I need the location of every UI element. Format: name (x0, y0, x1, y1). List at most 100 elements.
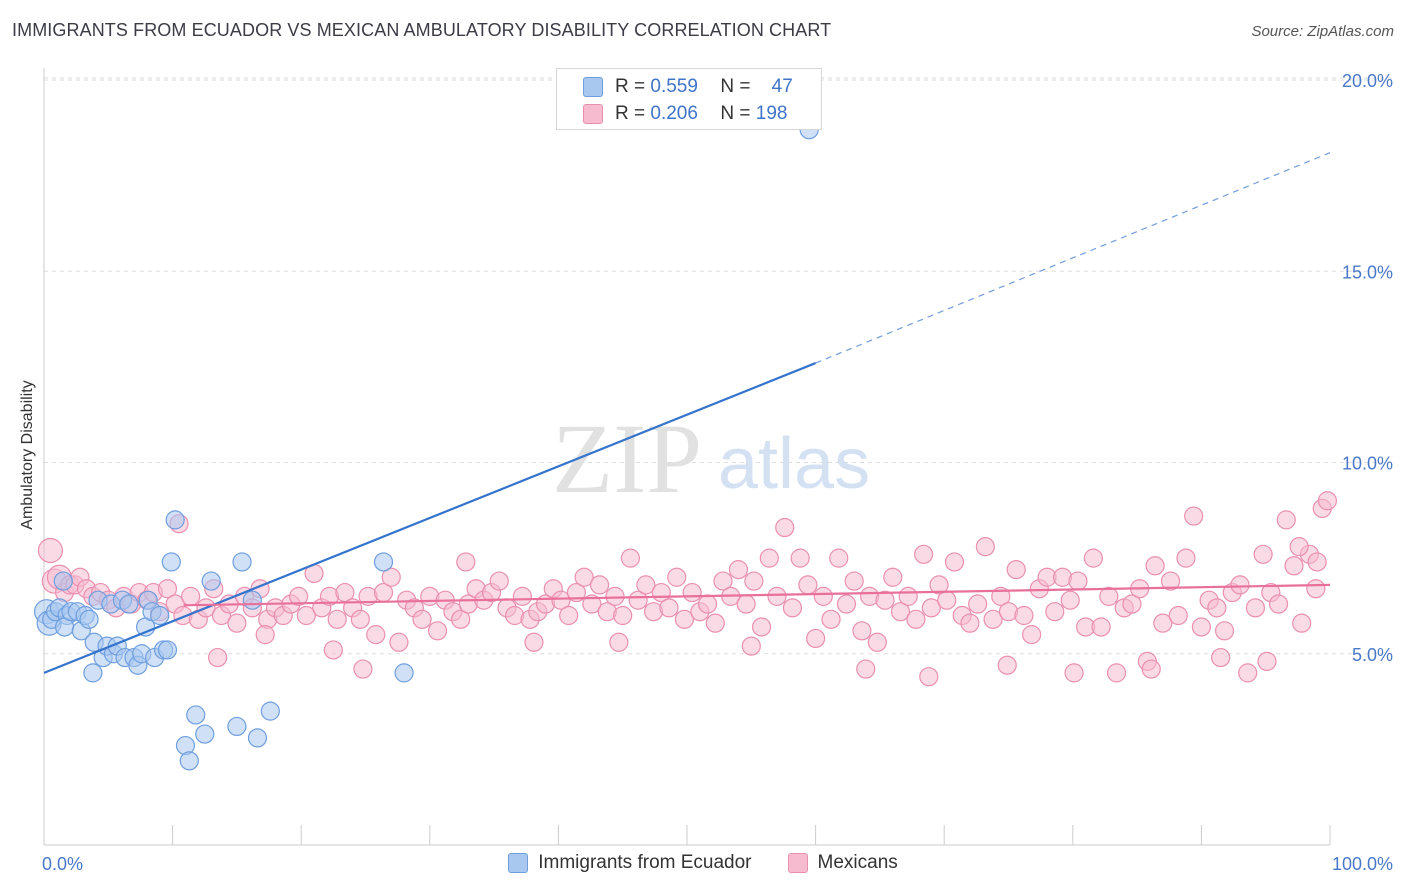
mexicans-point (844, 571, 864, 591)
mexicans-point (1184, 506, 1204, 526)
mexicans-points (37, 491, 1338, 687)
mexicans-point (937, 590, 957, 610)
mexicans-point (1141, 659, 1161, 679)
mexicans-point (1211, 647, 1231, 668)
y-tick-label: 10.0% (1342, 454, 1393, 474)
legend-r-label: R = (615, 103, 646, 124)
mexicans-point (1006, 559, 1026, 580)
mexicans-point (821, 609, 841, 629)
mexicans-swatch (787, 853, 808, 873)
ecuador-point (195, 724, 215, 744)
mexicans-point (790, 548, 810, 568)
mexicans-point (1083, 548, 1103, 568)
watermark-zip: ZIP (552, 403, 702, 514)
ecuador-point (157, 640, 178, 660)
mexicans-point (798, 575, 818, 595)
ecuador-point (179, 751, 199, 771)
mexicans-point (551, 590, 571, 610)
mexicans-point (1106, 663, 1127, 683)
ecuador-point (232, 552, 252, 572)
mexicans-point (659, 598, 679, 618)
mexicans-point (1238, 663, 1258, 683)
mexicans-point (582, 594, 602, 614)
mexicans-point (919, 667, 939, 687)
mexicans-point (512, 586, 532, 606)
mexicans-point (890, 602, 911, 622)
mexicans-point (227, 613, 247, 633)
mexicans-point (1160, 571, 1181, 591)
y-tick-labels: 5.0% 10.0% 15.0% 20.0% (1342, 71, 1393, 665)
series-legend: Immigrants from Ecuador Mexicans (0, 852, 1406, 874)
mexicans-point (1307, 552, 1327, 572)
mexicans-point (620, 548, 641, 568)
x-tick-label: 100.0% (1332, 854, 1393, 874)
mexicans-point (1153, 613, 1173, 633)
mexicans-point (960, 613, 980, 633)
mexicans-point (1317, 491, 1338, 511)
mexicans-point (682, 582, 702, 603)
mexicans-point (1014, 605, 1034, 626)
mexicans-point (1168, 605, 1188, 626)
mexicans-point (350, 609, 370, 629)
watermark: ZIP atlas (552, 403, 870, 514)
mexicans-point (589, 575, 610, 595)
mexicans-point (289, 586, 309, 606)
mexicans-point (906, 609, 926, 629)
y-tick-label: 15.0% (1342, 262, 1393, 282)
mexicans-point (1257, 651, 1277, 672)
ecuador-point (242, 590, 262, 610)
mexicans-point (1145, 556, 1165, 576)
legend-n-label: N = (720, 103, 751, 124)
mexicans-point (636, 575, 656, 595)
ecuador-point (79, 609, 99, 629)
mexicans-point (759, 548, 779, 568)
ecuador-point (201, 571, 221, 591)
ecuador-swatch (583, 77, 603, 97)
legend-r-value: 0.206 (650, 103, 698, 124)
ecuador-point (165, 510, 185, 530)
mexicans-point (609, 632, 629, 652)
mexicans-point (867, 632, 887, 652)
axes (43, 68, 1331, 846)
ecuador-trend-line (43, 362, 817, 674)
mexicans-point (741, 636, 761, 656)
mexicans-point (566, 582, 587, 603)
mexicans-point (728, 559, 749, 580)
mexicans-point (327, 609, 347, 629)
mexicans-point (1306, 579, 1326, 599)
mexicans-point (914, 544, 934, 564)
legend-row-mexicans: R = 0.206 N = 198 (583, 100, 787, 128)
mexicans-point (775, 517, 795, 538)
legend-n-label: N = (720, 76, 751, 97)
mexicans-point (456, 552, 476, 572)
ecuador-point (83, 663, 103, 683)
legend-item-mexicans[interactable]: Mexicans (787, 852, 898, 874)
mexicans-point (574, 567, 594, 587)
mexicans-point (898, 586, 918, 606)
mexicans-point (323, 640, 343, 660)
mexicans-point (157, 579, 178, 599)
x-tick-labels: 0.0% 100.0% (42, 854, 1393, 874)
mexicans-point (1045, 602, 1065, 622)
legend-label-mexicans: Mexicans (817, 852, 898, 873)
stats-legend: R = 0.559 N = 47 R = 0.206 N = 198 (556, 68, 822, 130)
mexicans-point (767, 586, 787, 606)
mexicans-point (929, 575, 949, 595)
mexicans-point (1292, 613, 1312, 633)
mexicans-point (736, 594, 756, 614)
legend-item-ecuador[interactable]: Immigrants from Ecuador (508, 852, 752, 874)
ecuador-point (186, 705, 206, 725)
mexicans-point (37, 537, 64, 564)
mexicans-point (829, 548, 849, 568)
mexicans-point (1268, 594, 1289, 614)
mexicans-point (883, 567, 903, 587)
mexicans-point (296, 605, 316, 626)
mexicans-point (674, 609, 695, 629)
ecuador-swatch (508, 853, 529, 873)
mexicans-trend-line (183, 583, 1331, 607)
mexicans-point (836, 594, 857, 614)
mexicans-point (975, 537, 995, 557)
ecuador-point (53, 571, 73, 591)
legend-r-value: 0.559 (650, 76, 698, 97)
mexicans-point (1064, 663, 1084, 683)
